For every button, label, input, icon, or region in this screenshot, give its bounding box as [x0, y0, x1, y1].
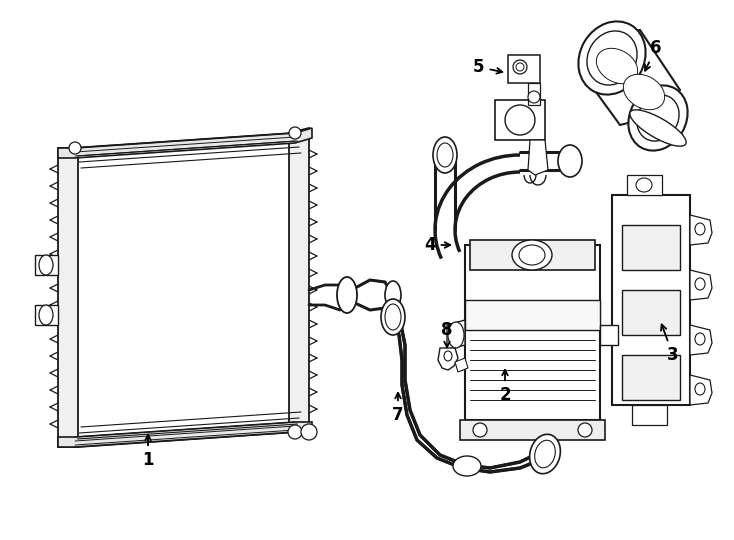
Polygon shape	[528, 83, 540, 105]
Ellipse shape	[39, 255, 53, 275]
Polygon shape	[622, 355, 680, 400]
Polygon shape	[690, 325, 712, 355]
Ellipse shape	[558, 145, 582, 177]
Ellipse shape	[513, 60, 527, 74]
Polygon shape	[612, 195, 690, 405]
Polygon shape	[447, 320, 465, 350]
Polygon shape	[622, 225, 680, 270]
Text: 6: 6	[645, 39, 662, 71]
Polygon shape	[465, 245, 600, 420]
Polygon shape	[470, 240, 595, 270]
Polygon shape	[528, 140, 548, 175]
Ellipse shape	[516, 63, 524, 71]
Polygon shape	[632, 405, 667, 425]
Ellipse shape	[444, 351, 452, 361]
Ellipse shape	[437, 143, 453, 167]
Ellipse shape	[695, 333, 705, 345]
Polygon shape	[35, 305, 58, 325]
Ellipse shape	[587, 31, 637, 85]
Text: 4: 4	[424, 236, 450, 254]
Ellipse shape	[695, 278, 705, 290]
Ellipse shape	[630, 110, 686, 146]
Polygon shape	[690, 375, 712, 405]
Polygon shape	[438, 348, 458, 370]
Ellipse shape	[534, 440, 556, 468]
Polygon shape	[455, 358, 468, 372]
Polygon shape	[580, 30, 680, 125]
Polygon shape	[58, 422, 312, 447]
Polygon shape	[690, 215, 712, 245]
Ellipse shape	[381, 299, 405, 335]
Ellipse shape	[448, 322, 464, 348]
Text: 1: 1	[142, 435, 153, 469]
Text: 5: 5	[473, 58, 502, 76]
Ellipse shape	[301, 424, 317, 440]
Polygon shape	[75, 133, 295, 447]
Ellipse shape	[453, 456, 481, 476]
Polygon shape	[508, 55, 540, 83]
Polygon shape	[690, 270, 712, 300]
Ellipse shape	[628, 85, 688, 151]
Ellipse shape	[695, 383, 705, 395]
Ellipse shape	[512, 240, 552, 270]
Ellipse shape	[623, 75, 665, 110]
Polygon shape	[289, 128, 309, 432]
Polygon shape	[622, 290, 680, 335]
Ellipse shape	[519, 245, 545, 265]
Polygon shape	[600, 325, 618, 345]
Ellipse shape	[578, 423, 592, 437]
Ellipse shape	[578, 22, 646, 94]
Ellipse shape	[596, 48, 638, 84]
Ellipse shape	[288, 425, 302, 439]
Polygon shape	[627, 175, 662, 195]
Ellipse shape	[528, 91, 540, 103]
Text: 3: 3	[661, 325, 679, 364]
Ellipse shape	[69, 142, 81, 154]
Polygon shape	[35, 255, 58, 275]
Text: 2: 2	[499, 370, 511, 404]
Ellipse shape	[505, 105, 535, 135]
Ellipse shape	[289, 127, 301, 139]
Polygon shape	[465, 300, 600, 330]
Ellipse shape	[695, 223, 705, 235]
Ellipse shape	[385, 281, 401, 309]
Ellipse shape	[385, 304, 401, 330]
Ellipse shape	[636, 178, 652, 192]
Ellipse shape	[530, 434, 560, 474]
Ellipse shape	[473, 423, 487, 437]
Polygon shape	[58, 148, 78, 447]
Ellipse shape	[637, 95, 679, 141]
Polygon shape	[460, 420, 605, 440]
Polygon shape	[58, 128, 312, 158]
Ellipse shape	[433, 137, 457, 173]
Ellipse shape	[39, 305, 53, 325]
Text: 7: 7	[392, 393, 404, 424]
Text: 8: 8	[441, 321, 453, 347]
Ellipse shape	[337, 277, 357, 313]
Polygon shape	[495, 100, 545, 140]
